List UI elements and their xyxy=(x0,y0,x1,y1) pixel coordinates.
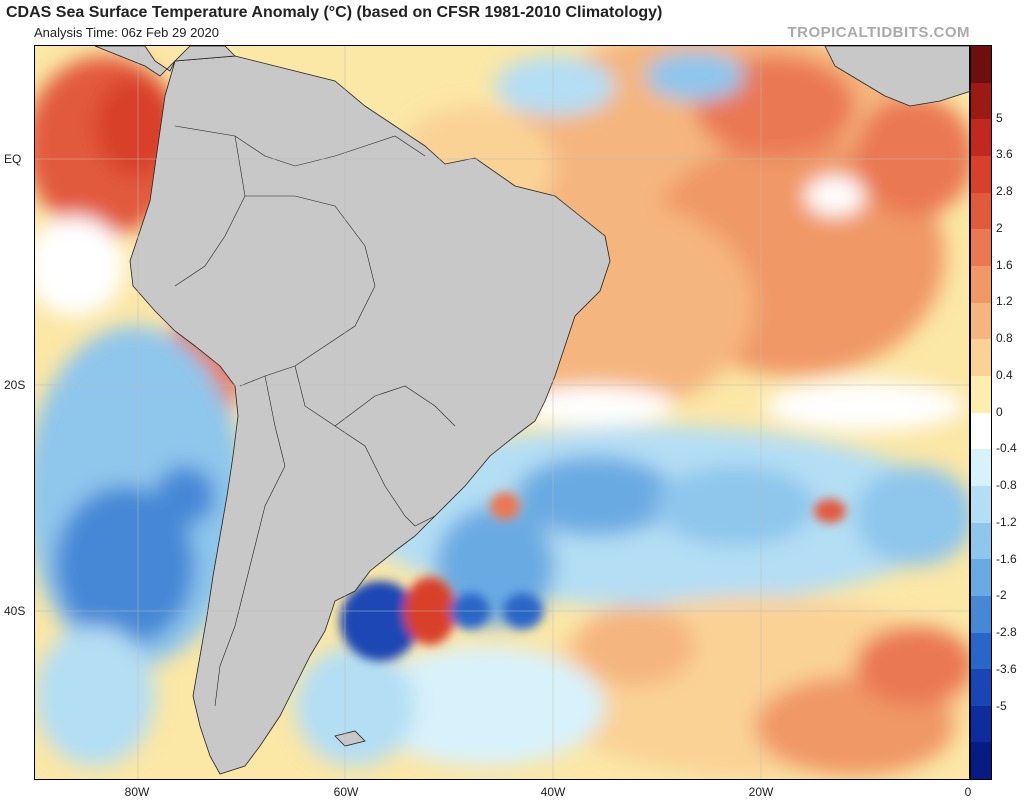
colorbar-swatch xyxy=(971,522,991,560)
colorbar-tick-label: -0.4 xyxy=(996,441,1017,456)
colorbar-tick-label: 0.8 xyxy=(996,331,1013,345)
analysis-time: Analysis Time: 06z Feb 29 2020 xyxy=(34,25,219,40)
colorbar-tick-label: 3.6 xyxy=(996,147,1013,162)
lon-label-40w: 40W xyxy=(540,785,566,799)
colorbar-tick-label: 2.8 xyxy=(996,184,1013,198)
colorbar-swatch xyxy=(971,485,991,523)
lon-label-0: 0 xyxy=(964,785,972,799)
lon-label-20w: 20W xyxy=(748,785,774,799)
colorbar-tick-label: 2 xyxy=(996,220,1003,235)
lat-label-40s: 40S xyxy=(4,604,26,618)
central-america-land xyxy=(94,46,236,77)
colorbar-swatch xyxy=(971,705,991,743)
colorbar-tick-label: -1.2 xyxy=(996,514,1017,529)
colorbar-swatch xyxy=(971,302,991,340)
colorbar-tick-label: -0.8 xyxy=(996,478,1017,492)
colorbar-swatch xyxy=(971,229,991,266)
colorbar-swatch xyxy=(971,412,991,450)
colorbar-swatch xyxy=(971,155,991,193)
colorbar-swatch xyxy=(971,46,991,83)
colorbar-swatch xyxy=(971,375,991,413)
colorbar-swatch xyxy=(971,595,991,633)
colorbar-tick-label: -1.6 xyxy=(996,551,1017,566)
graticule xyxy=(35,46,969,779)
colorbar-tick-label: 5 xyxy=(996,110,1003,125)
lon-label-80w: 80W xyxy=(124,785,150,799)
colorbar-tick-label: 1.6 xyxy=(996,257,1013,272)
lon-label-60w: 60W xyxy=(333,785,359,799)
colorbar-swatch xyxy=(971,192,991,230)
colorbar-tick-label: -3.6 xyxy=(996,661,1017,676)
colorbar xyxy=(970,45,992,780)
colorbar-tick-label: -2.8 xyxy=(996,625,1017,639)
colorbar-tick-label: 0 xyxy=(996,404,1003,419)
colorbar-swatch xyxy=(971,265,991,303)
map-title: CDAS Sea Surface Temperature Anomaly (°C… xyxy=(6,4,663,21)
colorbar-tick-label: 0.4 xyxy=(996,367,1013,382)
lat-label-20s: 20S xyxy=(4,378,26,392)
lat-label-eq: EQ xyxy=(4,152,22,166)
africa-land xyxy=(824,46,969,107)
colorbar-swatch xyxy=(971,449,991,486)
south-america-land xyxy=(129,55,611,775)
sst-anomaly-map xyxy=(34,45,970,780)
colorbar-swatch xyxy=(971,119,991,156)
falkland-islands xyxy=(334,730,366,747)
colorbar-swatch xyxy=(971,82,991,120)
colorbar-swatch xyxy=(971,742,991,780)
colorbar-swatch xyxy=(971,669,991,706)
malvinas-anomaly xyxy=(340,492,846,661)
colorbar-swatch xyxy=(971,632,991,670)
colorbar-tick-label: -5 xyxy=(996,698,1007,713)
country-borders xyxy=(174,125,456,707)
colorbar-swatch xyxy=(971,559,991,596)
site-watermark[interactable]: TROPICALTIDBITS.COM xyxy=(787,24,970,41)
colorbar-tick-label: -2 xyxy=(996,588,1007,603)
colorbar-swatch xyxy=(971,339,991,376)
colorbar-tick-label: 1.2 xyxy=(996,294,1013,309)
